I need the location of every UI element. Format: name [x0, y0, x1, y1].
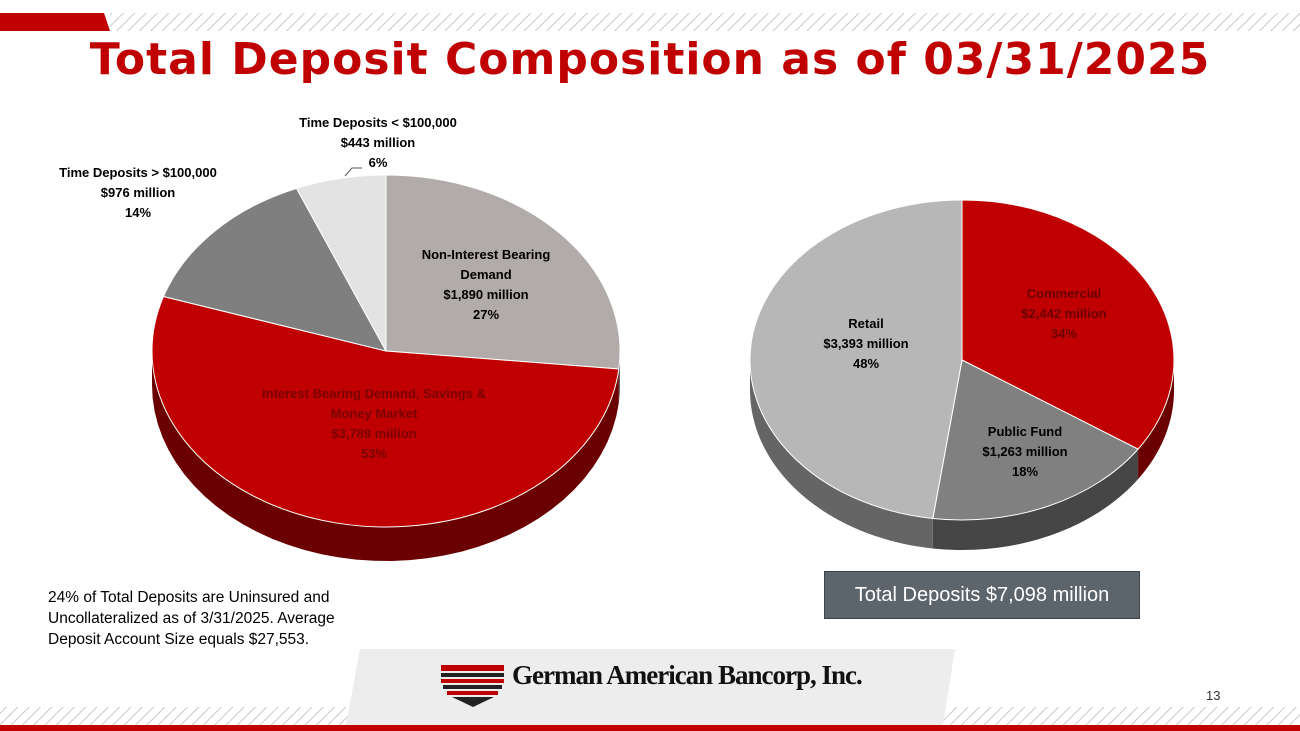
pie-slice	[295, 174, 387, 352]
label-line: 18%	[1011, 464, 1039, 479]
label-line: $1,263 million	[982, 444, 1068, 459]
total-box: Total Deposits $7,098 million	[824, 571, 1140, 619]
slice-label: Time Deposits < $100,000 $443 million 6%	[283, 113, 473, 173]
label-line: $1,890 million	[443, 287, 529, 302]
label-line: Time Deposits < $100,000	[299, 115, 457, 130]
label-line: $3,789 million	[331, 426, 417, 441]
footnote: 24% of Total Deposits are Uninsured and …	[48, 589, 335, 648]
label-line: Interest Bearing Demand, Savings & Money…	[262, 386, 486, 421]
pie-slice	[385, 174, 621, 370]
logo-icon	[441, 665, 504, 707]
label-line: Commercial	[1026, 286, 1102, 301]
label-line: 27%	[472, 307, 500, 322]
page-number: 13	[1206, 688, 1221, 703]
slice-side	[750, 360, 933, 549]
slide-title: Total Deposit Composition as of 03/31/20…	[89, 34, 1211, 85]
pie-slice	[151, 295, 620, 528]
pie-slice	[961, 199, 1175, 450]
top-accent	[0, 13, 110, 31]
slice-label: Retail $3,393 million 48%	[791, 314, 941, 374]
label-line: $2,442 million	[1021, 306, 1107, 321]
slice-label: Public Fund $1,263 million 18%	[950, 422, 1100, 482]
slice-side	[152, 351, 619, 561]
bottom-line	[0, 725, 1300, 731]
label-line: 6%	[368, 155, 388, 170]
label-line: 34%	[1050, 326, 1078, 341]
label-line: 48%	[852, 356, 880, 371]
slice-label: Time Deposits > $100,000 $976 million 14%	[43, 163, 233, 223]
pie-slice	[162, 187, 387, 352]
slice-label: Commercial $2,442 million 34%	[989, 284, 1139, 344]
slice-label: Interest Bearing Demand, Savings & Money…	[254, 384, 494, 464]
label-line: Time Deposits > $100,000	[59, 165, 217, 180]
slice-side	[1138, 360, 1174, 480]
leader-line	[344, 167, 362, 177]
label-line: $3,393 million	[823, 336, 909, 351]
slice-side	[932, 449, 1139, 550]
pie-slice	[932, 359, 1139, 521]
slice-label: Non-Interest Bearing Demand $1,890 millio…	[406, 245, 566, 325]
label-line: 53%	[360, 446, 388, 461]
pies	[151, 174, 1175, 561]
label-line: $976 million	[100, 185, 176, 200]
label-line: Public Fund	[987, 424, 1063, 439]
label-line: 14%	[124, 205, 152, 220]
label-line: Non-Interest Bearing Demand	[421, 247, 551, 282]
label-line: $443 million	[340, 135, 416, 150]
pie-slice	[749, 199, 963, 520]
label-line: Retail	[848, 316, 884, 331]
top-band	[110, 13, 1300, 31]
logo-text: German American Bancorp, Inc.	[512, 660, 863, 690]
